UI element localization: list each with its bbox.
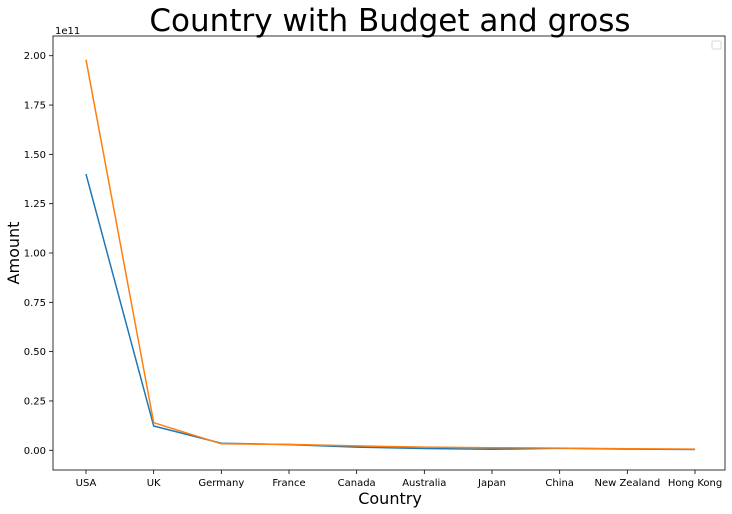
x-tick-label: New Zealand <box>594 478 660 489</box>
x-tick-label: Australia <box>402 478 446 489</box>
x-tick-label: UK <box>147 478 161 489</box>
x-axis-label: Country <box>358 489 422 508</box>
y-tick-label: 1.25 <box>24 199 46 210</box>
y-axis-label: Amount <box>4 222 23 285</box>
legend-box <box>711 40 722 50</box>
series-line-2 <box>85 59 696 450</box>
y-axis-ticks: 0.00 0.25 0.50 0.75 1.00 1.25 1.50 1.75 2.00 <box>24 51 53 457</box>
series-lines <box>85 59 696 451</box>
x-tick-label: Canada <box>338 478 376 489</box>
x-tick-label: Japan <box>477 478 506 489</box>
x-axis-ticks: USA UK Germany France Canada Australia Japan Ch… <box>76 470 722 489</box>
x-tick-label: France <box>272 478 305 489</box>
y-tick-label: 1.50 <box>24 150 46 161</box>
y-tick-label: 0.50 <box>24 347 46 358</box>
chart-title: Country with Budget and gross <box>149 3 630 39</box>
y-offset-label: 1e11 <box>55 26 80 37</box>
x-tick-label: Hong Kong <box>668 478 722 489</box>
y-tick-label: 2.00 <box>24 51 46 62</box>
y-tick-label: 0.75 <box>24 298 46 309</box>
y-tick-label: 0.00 <box>24 446 46 457</box>
y-tick-label: 0.25 <box>24 396 46 407</box>
series-line-1 <box>85 173 696 451</box>
y-tick-label: 1.75 <box>24 101 46 112</box>
plot-area <box>52 35 726 471</box>
x-tick-label: China <box>545 478 574 489</box>
x-tick-label: Germany <box>198 478 244 489</box>
x-tick-label: USA <box>76 478 97 489</box>
y-tick-label: 1.00 <box>24 249 46 260</box>
